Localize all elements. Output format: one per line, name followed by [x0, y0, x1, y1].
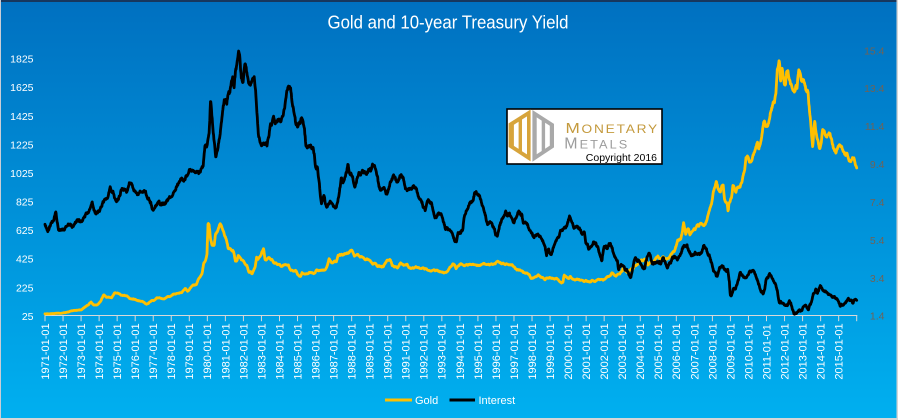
- svg-text:2015-01-01: 2015-01-01: [834, 323, 846, 379]
- svg-text:1983-01-01: 1983-01-01: [256, 323, 268, 379]
- svg-text:2012-01-01: 2012-01-01: [779, 323, 791, 379]
- svg-text:1982-01-01: 1982-01-01: [238, 323, 250, 379]
- svg-text:15.4: 15.4: [864, 45, 885, 57]
- svg-text:2011-01-01: 2011-01-01: [761, 324, 773, 379]
- svg-text:825: 825: [16, 197, 34, 209]
- svg-text:2006-01-01: 2006-01-01: [671, 323, 683, 379]
- svg-text:1994-01-01: 1994-01-01: [455, 323, 467, 379]
- svg-text:1825: 1825: [10, 54, 34, 66]
- svg-text:Copyright 2016: Copyright 2016: [586, 152, 657, 164]
- svg-text:425: 425: [16, 254, 34, 266]
- svg-text:1225: 1225: [10, 139, 34, 151]
- svg-text:1972-01-01: 1972-01-01: [58, 323, 70, 379]
- svg-text:1992-01-01: 1992-01-01: [419, 323, 431, 379]
- svg-text:25: 25: [22, 311, 34, 323]
- svg-text:Gold and 10-year Treasury Yiel: Gold and 10-year Treasury Yield: [328, 11, 569, 32]
- svg-text:625: 625: [16, 225, 34, 237]
- svg-text:Interest: Interest: [479, 395, 516, 407]
- svg-text:1996-01-01: 1996-01-01: [491, 323, 503, 379]
- svg-text:5.4: 5.4: [870, 235, 885, 247]
- svg-text:1985-01-01: 1985-01-01: [292, 323, 304, 379]
- svg-text:11.4: 11.4: [865, 121, 885, 133]
- svg-text:13.4: 13.4: [864, 83, 885, 95]
- svg-text:2008-01-01: 2008-01-01: [707, 323, 719, 379]
- svg-text:1987-01-01: 1987-01-01: [329, 323, 341, 379]
- svg-text:3.4: 3.4: [870, 273, 885, 285]
- svg-text:1991-01-01: 1991-01-01: [401, 323, 413, 379]
- svg-text:2004-01-01: 2004-01-01: [635, 323, 647, 379]
- svg-text:1978-01-01: 1978-01-01: [166, 323, 178, 379]
- svg-text:1979-01-01: 1979-01-01: [184, 323, 196, 379]
- svg-text:1975-01-01: 1975-01-01: [112, 323, 124, 379]
- svg-text:2009-01-01: 2009-01-01: [725, 323, 737, 379]
- svg-text:1993-01-01: 1993-01-01: [437, 323, 449, 379]
- svg-text:1974-01-01: 1974-01-01: [94, 323, 106, 379]
- svg-text:1995-01-01: 1995-01-01: [473, 323, 485, 379]
- svg-text:1973-01-01: 1973-01-01: [76, 323, 88, 379]
- svg-text:7.4: 7.4: [870, 197, 885, 209]
- svg-text:1986-01-01: 1986-01-01: [310, 323, 322, 379]
- svg-text:Gold: Gold: [415, 395, 438, 407]
- svg-text:2013-01-01: 2013-01-01: [797, 323, 809, 379]
- svg-text:1981-01-01: 1981-01-01: [220, 323, 232, 379]
- svg-text:9.4: 9.4: [870, 159, 885, 171]
- svg-text:1976-01-01: 1976-01-01: [130, 323, 142, 379]
- svg-text:1989-01-01: 1989-01-01: [365, 323, 377, 379]
- svg-text:2010-01-01: 2010-01-01: [743, 323, 755, 379]
- svg-text:1990-01-01: 1990-01-01: [383, 323, 395, 379]
- svg-text:2003-01-01: 2003-01-01: [617, 323, 629, 379]
- svg-text:1977-01-01: 1977-01-01: [148, 323, 160, 379]
- svg-text:1998-01-01: 1998-01-01: [527, 323, 539, 379]
- svg-text:225: 225: [16, 282, 34, 294]
- svg-text:1988-01-01: 1988-01-01: [347, 323, 359, 379]
- svg-text:1625: 1625: [10, 82, 34, 94]
- svg-text:1971-01-01: 1971-01-01: [40, 323, 52, 379]
- svg-text:1980-01-01: 1980-01-01: [202, 323, 214, 379]
- svg-text:2005-01-01: 2005-01-01: [653, 323, 665, 379]
- svg-text:1997-01-01: 1997-01-01: [509, 323, 521, 379]
- svg-text:2014-01-01: 2014-01-01: [816, 323, 828, 379]
- svg-text:1.4: 1.4: [870, 311, 885, 323]
- svg-text:2001-01-01: 2001-01-01: [581, 323, 593, 379]
- svg-text:METALS: METALS: [564, 136, 629, 153]
- svg-text:2000-01-01: 2000-01-01: [563, 323, 575, 379]
- svg-text:2002-01-01: 2002-01-01: [599, 323, 611, 379]
- svg-text:1984-01-01: 1984-01-01: [274, 323, 286, 379]
- svg-text:1425: 1425: [10, 111, 34, 123]
- svg-text:1999-01-01: 1999-01-01: [545, 323, 557, 379]
- svg-text:1025: 1025: [10, 168, 34, 180]
- svg-text:2007-01-01: 2007-01-01: [689, 323, 701, 379]
